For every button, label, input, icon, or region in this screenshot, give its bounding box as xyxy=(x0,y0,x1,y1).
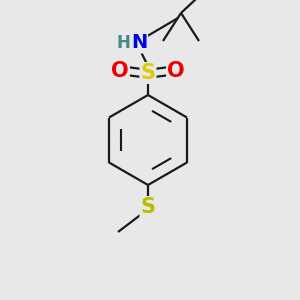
Text: O: O xyxy=(167,61,185,81)
Text: S: S xyxy=(140,63,155,83)
Text: O: O xyxy=(111,61,129,81)
Text: S: S xyxy=(140,197,155,217)
Text: H: H xyxy=(116,34,130,52)
Text: N: N xyxy=(131,34,147,52)
